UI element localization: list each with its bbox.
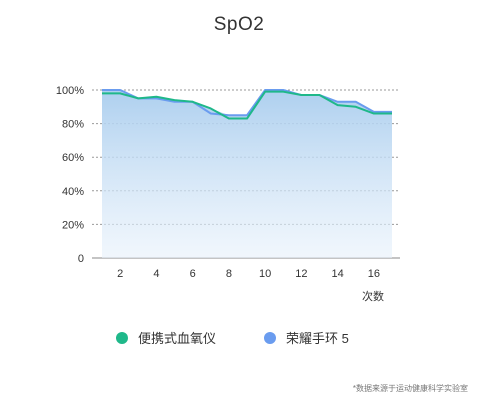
x-tick-label: 14 <box>332 268 344 280</box>
legend-item-portable-oximeter: 便携式血氧仪 <box>116 328 216 347</box>
legend-label: 荣耀手环 5 <box>286 331 349 346</box>
x-tick-label: 16 <box>368 268 380 280</box>
y-tick-label: 80% <box>62 119 84 131</box>
series-line-honor-band <box>102 89 392 117</box>
legend-swatch-green <box>116 331 128 344</box>
series-line-portable-oximeter <box>102 90 392 120</box>
y-tick-label: 20% <box>62 219 84 231</box>
legend-item-honor-band: 荣耀手环 5 <box>264 328 349 347</box>
area-fill <box>102 90 392 258</box>
chart-title: SpO2 <box>213 14 265 35</box>
x-axis-label: 次数 <box>362 289 384 303</box>
x-tick-label: 6 <box>190 268 196 280</box>
x-tick-label: 4 <box>153 268 159 280</box>
y-tick-label: 60% <box>62 152 84 164</box>
y-tick-label: 0 <box>78 253 84 265</box>
x-tick-label: 8 <box>226 268 232 280</box>
x-tick-label: 12 <box>295 268 307 280</box>
source-footnote: *数据来源于运动健康科学实验室 <box>352 384 468 393</box>
x-tick-label: 10 <box>259 268 271 280</box>
y-tick-label: 100% <box>56 85 84 97</box>
x-tick-label: 2 <box>117 268 123 280</box>
legend-swatch-blue <box>264 331 276 344</box>
legend-label: 便携式血氧仪 <box>138 331 217 346</box>
y-tick-label: 40% <box>62 186 84 198</box>
